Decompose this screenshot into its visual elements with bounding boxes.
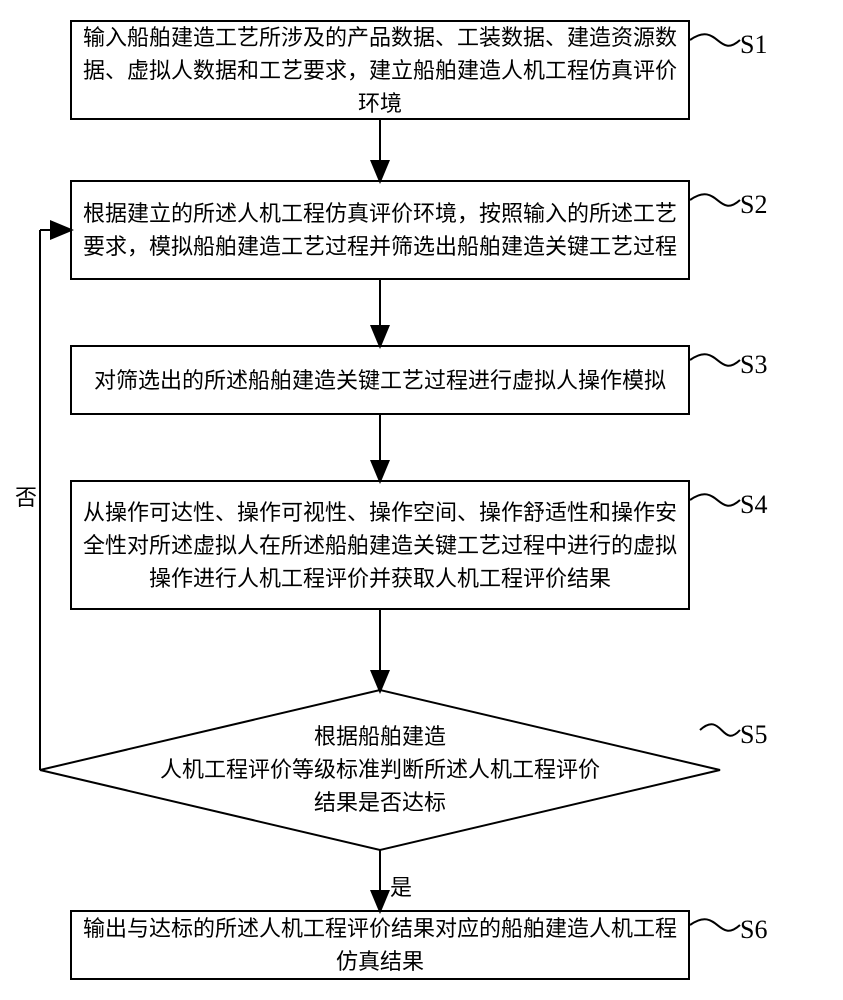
decision-s5: 根据船舶建造人机工程评价等级标准判断所述人机工程评价结果是否达标 [40, 690, 720, 850]
label-s4: S4 [740, 490, 767, 520]
label-s6: S6 [740, 915, 767, 945]
decision-s5-text: 根据船舶建造人机工程评价等级标准判断所述人机工程评价结果是否达标 [40, 720, 720, 819]
step-s1: 输入船舶建造工艺所涉及的产品数据、工装数据、建造资源数据、虚拟人数据和工艺要求，… [70, 20, 690, 120]
step-s3: 对筛选出的所述船舶建造关键工艺过程进行虚拟人操作模拟 [70, 345, 690, 415]
label-s1: S1 [740, 30, 767, 60]
step-s2: 根据建立的所述人机工程仿真评价环境，按照输入的所述工艺要求，模拟船舶建造工艺过程… [70, 180, 690, 280]
step-s3-text: 对筛选出的所述船舶建造关键工艺过程进行虚拟人操作模拟 [94, 364, 666, 397]
step-s4: 从操作可达性、操作可视性、操作空间、操作舒适性和操作安全性对所述虚拟人在所述船舶… [70, 480, 690, 610]
edge-label-yes: 是 [390, 870, 412, 902]
label-s3: S3 [740, 350, 767, 380]
label-s2: S2 [740, 190, 767, 220]
step-s4-text: 从操作可达性、操作可视性、操作空间、操作舒适性和操作安全性对所述虚拟人在所述船舶… [82, 496, 678, 595]
edge-label-no: 否 [15, 480, 37, 512]
step-s6-text: 输出与达标的所述人机工程评价结果对应的船舶建造人机工程仿真结果 [82, 912, 678, 978]
step-s6: 输出与达标的所述人机工程评价结果对应的船舶建造人机工程仿真结果 [70, 910, 690, 980]
label-s5: S5 [740, 720, 767, 750]
step-s1-text: 输入船舶建造工艺所涉及的产品数据、工装数据、建造资源数据、虚拟人数据和工艺要求，… [82, 21, 678, 120]
step-s2-text: 根据建立的所述人机工程仿真评价环境，按照输入的所述工艺要求，模拟船舶建造工艺过程… [82, 197, 678, 263]
